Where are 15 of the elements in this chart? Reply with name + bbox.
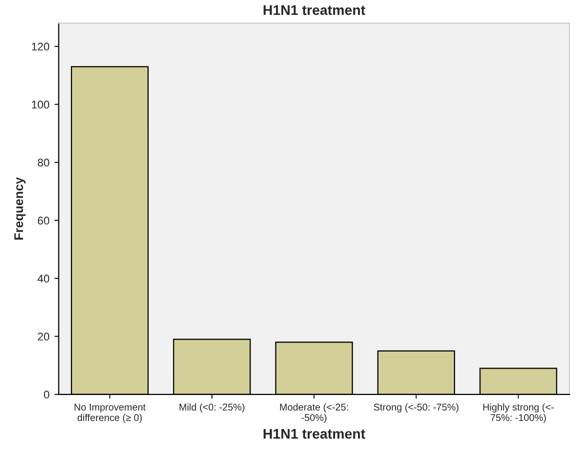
x-tick-label: Highly strong (<- 75%: -100%) — [483, 403, 554, 423]
x-tick-label: Moderate (<-25: -50%) — [280, 403, 348, 423]
x-tick-label: No Improvement difference (≥ 0) — [74, 404, 146, 423]
y-tick-label: 0 — [44, 390, 50, 399]
y-tick-label: 120 — [32, 42, 50, 51]
x-axis-title: H1N1 treatment — [264, 429, 366, 439]
y-tick-label: 60 — [38, 216, 50, 225]
chart-title: H1N1 treatment — [264, 5, 366, 16]
x-tick-label: Mild (<0: -25%) — [180, 403, 244, 412]
y-tick-label: 100 — [32, 100, 50, 109]
y-tick-label: 20 — [38, 332, 50, 341]
y-axis-title: Frequency — [14, 177, 26, 240]
x-tick-label: Strong (<-50: -75%) — [374, 403, 458, 412]
y-tick-label: 80 — [38, 158, 50, 167]
y-tick-label: 40 — [38, 274, 50, 283]
